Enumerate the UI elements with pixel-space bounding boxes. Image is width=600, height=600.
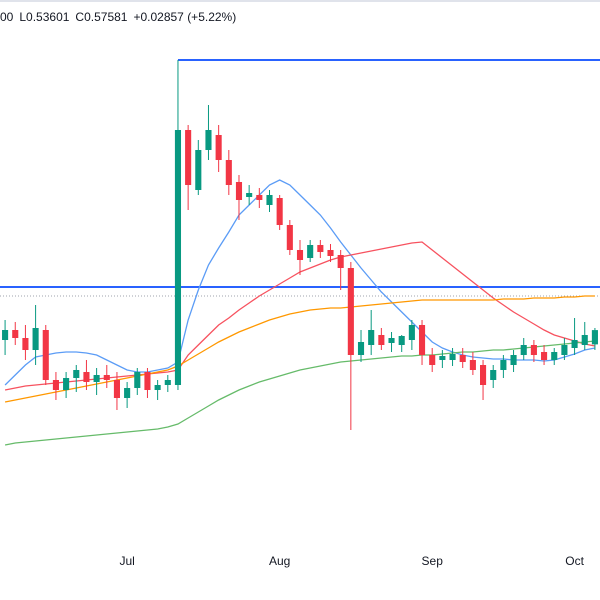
ohlc-value: 00 — [0, 10, 14, 24]
candle-body — [317, 245, 324, 252]
candle-body — [561, 345, 568, 355]
candle-body — [439, 356, 446, 360]
candle-body — [205, 130, 212, 150]
candle-body — [449, 354, 456, 360]
candle-body — [42, 330, 49, 380]
candle-body — [418, 325, 426, 355]
x-tick-label: Jul — [119, 554, 134, 568]
x-tick-label: Aug — [269, 554, 290, 568]
ohlc-value: +0.02857 (+5.22%) — [133, 10, 236, 24]
candle-body — [581, 335, 588, 345]
candle-body — [12, 330, 19, 338]
candle-body — [429, 355, 436, 365]
candle-body — [327, 250, 334, 256]
candle-body — [530, 345, 537, 355]
candle-body — [378, 335, 385, 345]
candle-body — [164, 380, 171, 385]
candle-body — [571, 340, 578, 348]
candle-body — [266, 195, 273, 205]
candle-body — [541, 352, 548, 360]
candle-body — [113, 380, 120, 398]
candle-body — [52, 380, 59, 390]
candle-body — [490, 370, 497, 380]
ohlc-legend: 00 L0.53601 C0.57581 +0.02857 (+5.22%) — [0, 10, 236, 24]
candle-body — [246, 193, 253, 197]
candle-body — [357, 342, 365, 355]
candle-body — [22, 338, 29, 350]
candle-body — [469, 360, 476, 370]
candle-body — [368, 330, 375, 345]
candle-body — [185, 130, 192, 185]
candle-body — [551, 352, 558, 360]
candle-body — [347, 268, 354, 355]
candle-body — [93, 375, 100, 382]
candle-body — [225, 160, 232, 185]
candle-body — [459, 355, 466, 362]
ohlc-value: C0.57581 — [75, 10, 127, 24]
candle-body — [398, 336, 405, 345]
candle-body — [2, 330, 9, 340]
candle-body — [103, 375, 110, 380]
candle-body — [73, 370, 80, 378]
candle-body — [337, 255, 344, 268]
candle-body — [307, 245, 314, 258]
candle-body — [134, 372, 141, 388]
candle-body — [63, 378, 70, 390]
candle-body — [520, 345, 527, 355]
ohlc-value: L0.53601 — [19, 10, 69, 24]
candle-body — [500, 360, 507, 370]
moving-average — [4, 340, 595, 446]
x-tick-label: Sep — [422, 554, 444, 568]
moving-average — [4, 295, 595, 403]
candle-body — [124, 388, 131, 398]
candle-body — [480, 365, 487, 385]
candle-body — [235, 182, 243, 200]
candle-body — [591, 330, 598, 345]
candle-body — [154, 385, 161, 390]
candle-body — [83, 372, 90, 382]
x-tick-label: Oct — [565, 554, 584, 568]
moving-average — [4, 179, 596, 386]
candle-body — [286, 225, 293, 250]
candle-body — [408, 325, 415, 340]
candle-body — [256, 195, 263, 200]
candle-body — [174, 130, 182, 385]
candle-body — [510, 355, 517, 365]
candle-body — [144, 372, 151, 390]
candle-body — [296, 250, 304, 260]
candle-body — [388, 338, 395, 343]
candle-body — [32, 328, 39, 350]
candle-body — [215, 135, 222, 160]
candle-body — [276, 198, 283, 225]
candle-body — [195, 150, 202, 190]
